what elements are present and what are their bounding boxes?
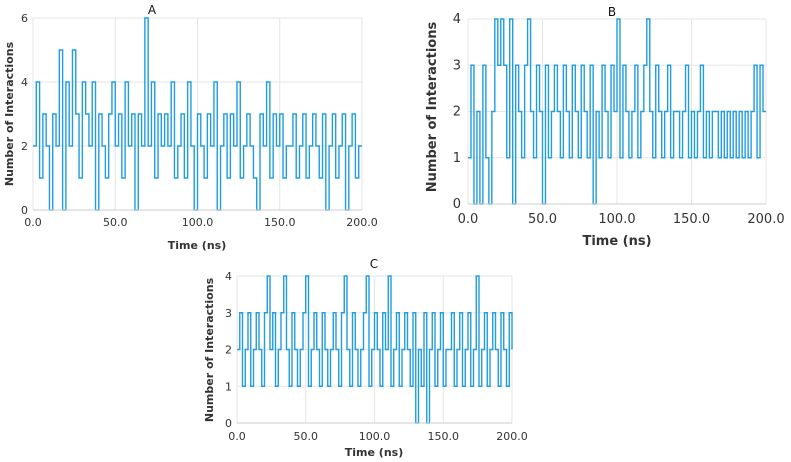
y-tick-label: 6: [21, 12, 28, 25]
series-line: [237, 275, 513, 424]
x-axis-title: Time (ns): [582, 234, 651, 249]
y-tick-label: 4: [453, 12, 461, 27]
y-tick-labels: 0 1 2 3 4: [225, 270, 232, 430]
panel-label: A: [148, 3, 157, 17]
panel-label: C: [370, 257, 378, 271]
x-tick-label: 150.0: [264, 216, 296, 229]
x-tick-label: 100.0: [359, 430, 391, 443]
x-axis-title: Time (ns): [345, 446, 403, 459]
y-tick-label: 2: [225, 344, 232, 357]
y-tick-label: 4: [225, 270, 232, 283]
y-tick-label: 4: [21, 76, 28, 89]
chart-panel-c: C 0.0 50.0 100.0 150.0 200.0 0 1 2 3 4 Time (ns)…: [203, 257, 528, 459]
panel-label: B: [608, 5, 616, 19]
chart-panel-b: B 0.0 50.0 100.0 150.0 200.0 0 1 2 3 4 Time (ns)…: [425, 5, 785, 249]
y-tick-label: 0: [21, 204, 28, 217]
series-line: [468, 18, 766, 205]
x-tick-label: 100.0: [598, 212, 635, 227]
x-tick-label: 100.0: [182, 216, 214, 229]
x-tick-label: 0.0: [24, 216, 42, 229]
x-tick-label: 200.0: [747, 212, 784, 227]
x-tick-label: 150.0: [428, 430, 460, 443]
y-tick-label: 2: [453, 105, 461, 120]
y-tick-label: 1: [225, 380, 232, 393]
y-tick-labels: 0 2 4 6: [21, 12, 28, 217]
x-tick-label: 0.0: [228, 430, 246, 443]
x-tick-label: 50.0: [294, 430, 319, 443]
y-tick-labels: 0 1 2 3 4: [453, 12, 461, 212]
x-tick-labels: 0.0 50.0 100.0 150.0 200.0: [24, 216, 378, 229]
y-axis-title: Number of Interactions: [3, 41, 16, 186]
x-tick-label: 200.0: [346, 216, 378, 229]
x-tick-labels: 0.0 50.0 100.0 150.0 200.0: [228, 430, 528, 443]
y-tick-label: 0: [453, 197, 461, 212]
y-axis-title: Number of Interactions: [425, 22, 440, 193]
y-tick-label: 2: [21, 140, 28, 153]
y-tick-label: 1: [453, 151, 461, 166]
y-tick-label: 3: [225, 307, 232, 320]
y-tick-label: 0: [225, 417, 232, 430]
x-tick-label: 50.0: [103, 216, 128, 229]
x-tick-label: 150.0: [673, 212, 710, 227]
x-tick-label: 200.0: [496, 430, 528, 443]
x-tick-label: 50.0: [528, 212, 557, 227]
x-tick-labels: 0.0 50.0 100.0 150.0 200.0: [458, 212, 785, 227]
y-tick-label: 3: [453, 58, 461, 73]
x-axis-title: Time (ns): [168, 239, 226, 252]
y-axis-title: Number of Interactions: [203, 277, 216, 422]
x-tick-label: 0.0: [458, 212, 479, 227]
